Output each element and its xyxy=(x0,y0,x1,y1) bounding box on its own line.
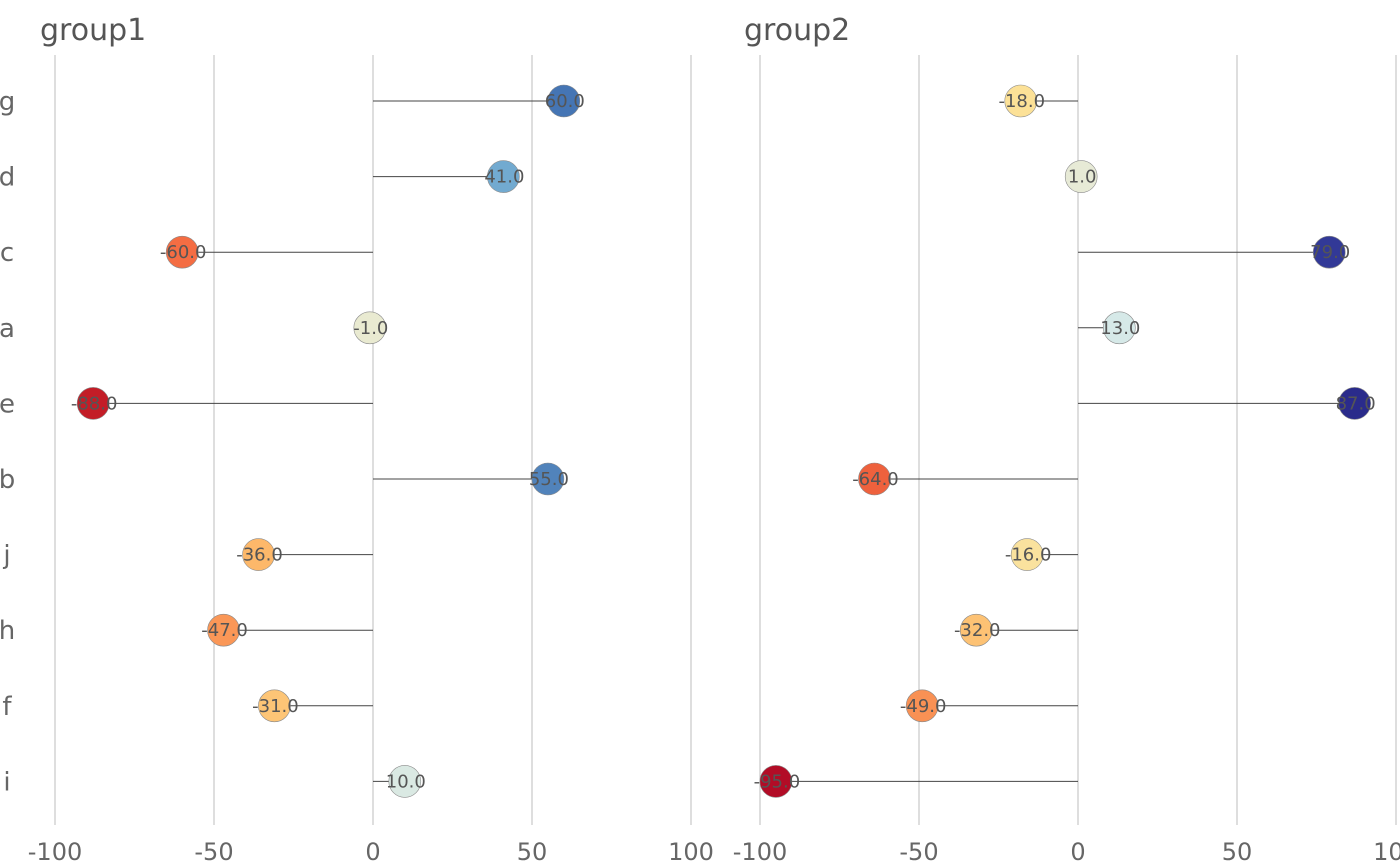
data-label: -32.0 xyxy=(954,620,1001,641)
category-label: f xyxy=(2,692,12,722)
data-label: -1.0 xyxy=(353,318,388,339)
data-label: -18.0 xyxy=(998,91,1045,112)
data-label: -95.0 xyxy=(754,771,801,792)
data-label: 55.0 xyxy=(529,469,569,490)
x-tick-label: 50 xyxy=(1222,838,1253,865)
data-label: -36.0 xyxy=(236,545,283,566)
data-label: 10.0 xyxy=(386,771,426,792)
category-label: e xyxy=(0,389,15,419)
x-tick-label: 100 xyxy=(668,838,714,865)
lollipop-dot xyxy=(165,235,199,269)
data-label: -64.0 xyxy=(852,469,899,490)
lollipop-dot xyxy=(1312,235,1346,269)
category-label: g xyxy=(0,87,15,117)
panel-title: group1 xyxy=(40,13,146,48)
lollipop-dot xyxy=(388,765,422,798)
lollipop-dot xyxy=(487,160,520,193)
lollipop-dot xyxy=(1338,387,1371,420)
category-label: a xyxy=(0,314,15,344)
lollipop-dot xyxy=(207,613,240,647)
x-tick-label: -100 xyxy=(28,838,82,865)
x-tick-label: 0 xyxy=(365,838,380,865)
data-label: -60.0 xyxy=(160,242,207,263)
category-label: d xyxy=(0,163,15,193)
category-label: b xyxy=(0,465,15,495)
category-label: i xyxy=(3,767,10,797)
x-tick-label: -100 xyxy=(733,838,787,865)
category-label: h xyxy=(0,616,15,646)
lollipop-dot xyxy=(242,538,275,571)
x-tick-label: 100 xyxy=(1373,838,1400,865)
data-label: 41.0 xyxy=(484,167,524,188)
category-label: j xyxy=(2,541,10,571)
data-label: 79.0 xyxy=(1310,242,1350,263)
data-label: -88.0 xyxy=(71,393,118,414)
lollipop-dot xyxy=(353,311,387,345)
lollipop-dot xyxy=(547,84,581,118)
data-label: -49.0 xyxy=(900,696,947,717)
data-label: -16.0 xyxy=(1005,545,1052,566)
lollipop-dot xyxy=(1004,84,1038,118)
panel-title: group2 xyxy=(744,13,850,48)
x-tick-label: -50 xyxy=(899,838,938,865)
x-tick-label: -50 xyxy=(194,838,233,865)
data-label: 13.0 xyxy=(1100,318,1140,339)
lollipop-dot xyxy=(258,689,291,723)
data-label: 60.0 xyxy=(545,91,585,112)
x-tick-label: 0 xyxy=(1070,838,1085,865)
lollipop-dot xyxy=(1010,538,1044,571)
lollipop-dot xyxy=(1103,311,1136,345)
data-label: -47.0 xyxy=(201,620,248,641)
data-label: 87.0 xyxy=(1336,393,1376,414)
lollipop-dot xyxy=(959,613,993,647)
lollipop-dot xyxy=(905,689,939,723)
lollipop-dot xyxy=(759,765,793,798)
lollipop-dot xyxy=(1064,160,1098,193)
lollipop-dot xyxy=(858,462,891,496)
category-label: c xyxy=(0,238,14,268)
x-tick-label: 50 xyxy=(517,838,548,865)
lollipop-dot xyxy=(531,462,565,496)
lollipop-dot xyxy=(76,387,110,420)
data-label: 1.0 xyxy=(1068,167,1097,188)
data-label: -31.0 xyxy=(252,696,299,717)
